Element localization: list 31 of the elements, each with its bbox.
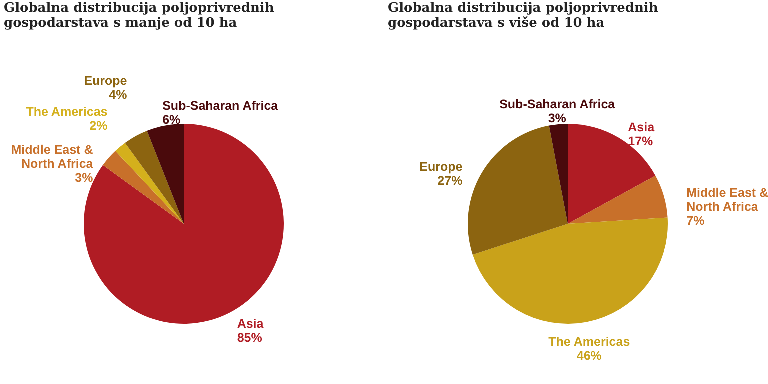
pie-slice (568, 176, 668, 224)
data-label: 7% (686, 214, 705, 228)
data-label: 27% (438, 174, 463, 188)
data-label: 85% (237, 330, 262, 345)
slice-label: Sub-Saharan Africa (162, 99, 280, 114)
data-label: 3% (548, 112, 566, 126)
slice-label: Asia (628, 120, 656, 135)
slice-label: The Americas (548, 334, 630, 349)
slice-label: Europe (420, 160, 463, 174)
data-label: 17% (628, 134, 654, 149)
data-label: 4% (109, 88, 128, 102)
pie-slice (549, 124, 568, 224)
slice-label: The Americas (26, 104, 108, 119)
pie-slice (125, 131, 184, 224)
slice-label: Sub-Saharan Africa (500, 98, 616, 112)
chart-title: Globalna distribucija poljoprivrednih gospodarstava s više od 10 ha (388, 1, 659, 31)
pie-slice (468, 126, 568, 255)
pie-slice (103, 151, 184, 224)
data-label: 6% (162, 113, 181, 128)
slice-label: Middle East & North Africa (11, 142, 94, 171)
data-label: 3% (75, 170, 94, 185)
slice-label: Middle East & North Africa (686, 186, 768, 214)
slice-label: Europe (84, 74, 128, 88)
pie-slice (116, 143, 184, 224)
chart-title: Globalna distribucija poljoprivrednih gospodarstava s manje od 10 ha (4, 1, 275, 31)
pie-slice (147, 124, 184, 224)
slice-label: Asia (237, 316, 265, 331)
pie-slice (568, 124, 656, 224)
pie-slice (472, 218, 668, 324)
data-label: 46% (576, 348, 602, 363)
data-label: 2% (90, 118, 108, 133)
